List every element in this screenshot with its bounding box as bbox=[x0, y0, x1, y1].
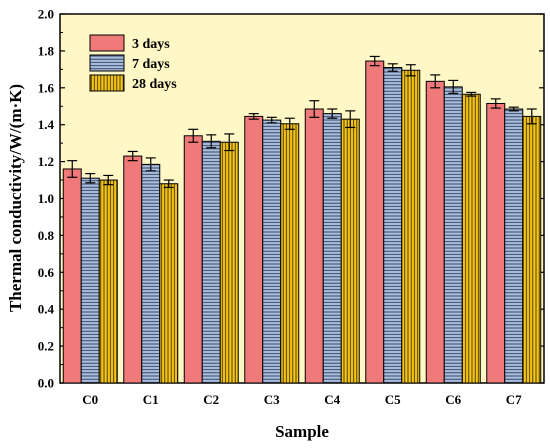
y-tick-label: 1.8 bbox=[38, 43, 55, 58]
bar-C5-28-days bbox=[401, 69, 421, 384]
bar-C5-3-days bbox=[365, 60, 385, 384]
bar-C2-3-days bbox=[183, 135, 203, 384]
x-tick-label: C5 bbox=[385, 392, 401, 407]
y-tick-label: 0.6 bbox=[38, 265, 55, 280]
bars bbox=[62, 55, 542, 384]
x-tick-label: C1 bbox=[143, 392, 159, 407]
bar-C4-28-days bbox=[340, 118, 360, 384]
bar-C2-7-days bbox=[201, 140, 221, 384]
legend-swatch-28-days bbox=[89, 74, 125, 92]
y-tick-label: 1.6 bbox=[38, 80, 55, 95]
bar-C0-7-days bbox=[80, 177, 100, 384]
bar-C6-3-days bbox=[425, 80, 445, 384]
bar-C4-7-days bbox=[322, 113, 342, 384]
x-axis-title: Sample bbox=[275, 422, 329, 441]
bar-C1-7-days bbox=[141, 163, 161, 384]
y-tick-label: 2.0 bbox=[38, 7, 54, 22]
bar-C5-7-days bbox=[383, 67, 403, 384]
bar-C3-7-days bbox=[262, 119, 282, 384]
y-tick-label: 0.4 bbox=[38, 302, 55, 317]
x-tick-label: C0 bbox=[82, 392, 98, 407]
x-tick-label: C7 bbox=[506, 392, 522, 407]
legend: 3 days 7 days 28 days bbox=[89, 34, 177, 92]
bar-C0-3-days bbox=[62, 168, 82, 384]
bar-C2-28-days bbox=[219, 141, 239, 384]
bar-C6-7-days bbox=[443, 86, 463, 384]
legend-label: 3 days bbox=[132, 37, 170, 52]
y-axis-title: Thermal conductivity/W/(m·K) bbox=[6, 84, 25, 312]
bar-C1-28-days bbox=[159, 183, 179, 384]
y-tick-label: 0.0 bbox=[38, 376, 54, 391]
bar-C1-3-days bbox=[123, 155, 143, 384]
x-tick-label: C4 bbox=[324, 392, 340, 407]
legend-label: 7 days bbox=[132, 57, 170, 72]
bar-C3-28-days bbox=[280, 123, 300, 384]
y-tick-label: 0.8 bbox=[38, 228, 55, 243]
legend-swatch-3-days bbox=[89, 34, 125, 52]
y-tick-label: 1.0 bbox=[38, 191, 54, 206]
legend-swatch-7-days bbox=[89, 54, 125, 72]
y-axis: 0.0 0.2 0.4 0.6 0.8 1.0 1.2 1.4 1.6 1.8 2.0 bbox=[38, 7, 544, 391]
x-tick-label: C2 bbox=[203, 392, 219, 407]
bar-C4-3-days bbox=[304, 108, 324, 384]
bar-C7-28-days bbox=[522, 115, 542, 384]
bar-C6-28-days bbox=[461, 93, 481, 384]
bar-C3-3-days bbox=[244, 115, 264, 384]
y-tick-label: 1.4 bbox=[38, 117, 55, 132]
x-axis: C0 C1 C2 C3 C4 C5 C6 C7 bbox=[82, 378, 522, 407]
legend-label: 28 days bbox=[132, 77, 177, 92]
y-tick-label: 1.2 bbox=[38, 154, 54, 169]
bar-C0-28-days bbox=[98, 179, 118, 384]
x-tick-label: C3 bbox=[264, 392, 280, 407]
x-tick-label: C6 bbox=[445, 392, 461, 407]
bar-C7-3-days bbox=[486, 102, 506, 384]
bar-C7-7-days bbox=[504, 108, 524, 384]
y-tick-label: 0.2 bbox=[38, 339, 54, 354]
